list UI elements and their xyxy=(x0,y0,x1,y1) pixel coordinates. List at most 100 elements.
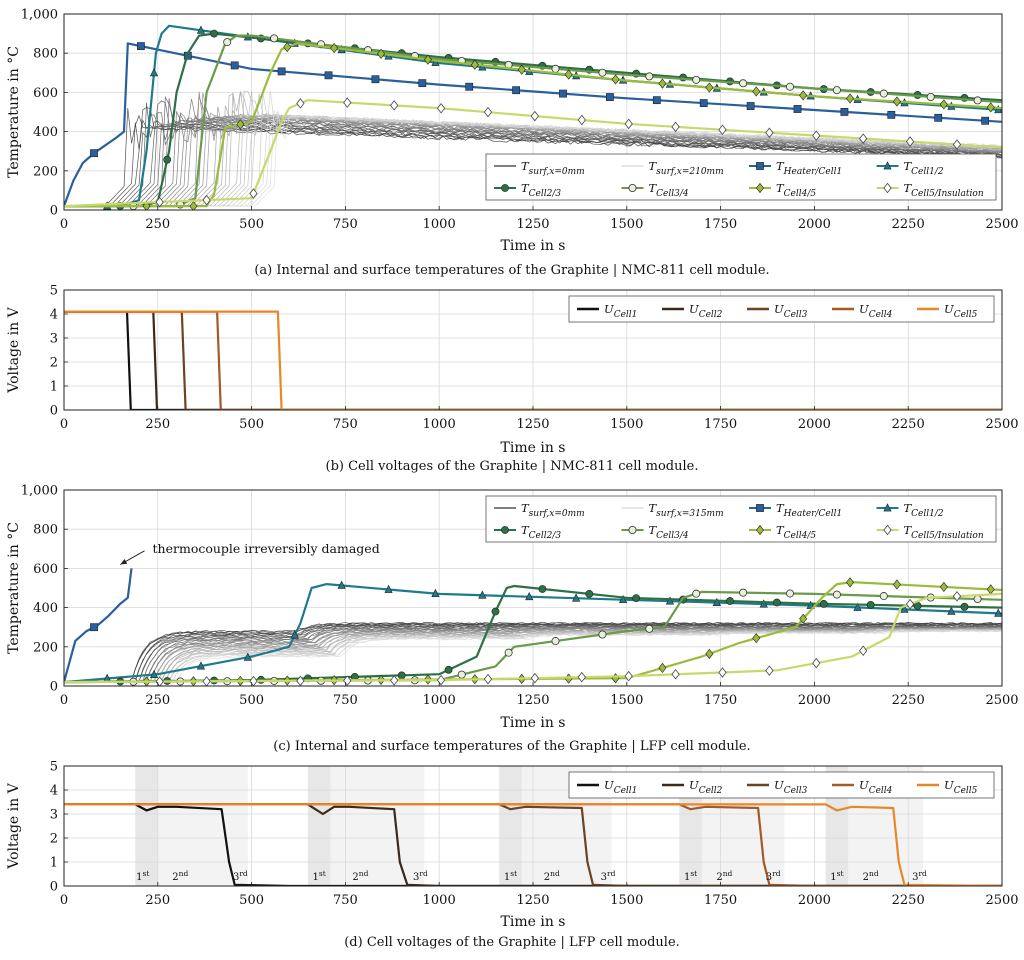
phase-label-base: 2 xyxy=(544,872,550,883)
series-marker xyxy=(853,602,862,611)
y-tick-label: 800 xyxy=(33,47,58,62)
x-tick-label: 250 xyxy=(145,217,170,232)
series-marker xyxy=(799,90,808,101)
phase-label-sup: st xyxy=(143,869,150,878)
plot-series xyxy=(64,568,1002,686)
surface-temperature-line xyxy=(64,629,1002,684)
x-tick-label: 2250 xyxy=(892,893,925,908)
series-marker xyxy=(538,585,547,593)
x-tick-label: 1000 xyxy=(423,693,456,708)
series-marker xyxy=(277,67,286,76)
phase-label: 3rd xyxy=(413,869,428,883)
series-marker xyxy=(598,630,607,639)
phase-label: 2nd xyxy=(544,869,560,883)
series-marker xyxy=(163,155,172,164)
y-axis-label: Temperature in °C xyxy=(6,522,22,654)
series-marker xyxy=(210,29,218,38)
legend-label: TCell5/Insulation xyxy=(904,181,984,199)
legend-marker xyxy=(883,524,892,536)
series-marker xyxy=(483,673,493,685)
y-tick-label: 0 xyxy=(50,204,58,219)
x-tick-label: 2250 xyxy=(892,417,925,432)
legend-marker xyxy=(628,183,637,192)
legend-label-sub: Cell4/5 xyxy=(784,189,817,199)
phase-band-dark-2 xyxy=(307,766,331,886)
legend-label-base: T xyxy=(521,523,530,537)
x-tick-label: 750 xyxy=(333,417,358,432)
series-line-tcell34 xyxy=(64,34,1002,208)
x-tick-label: 1000 xyxy=(423,893,456,908)
series-marker xyxy=(952,590,962,602)
legend-marker xyxy=(756,162,764,170)
legend-box xyxy=(485,153,997,201)
series-line-theatercell1 xyxy=(64,568,133,683)
legend-label-base: U xyxy=(689,302,699,316)
series-marker xyxy=(632,594,641,602)
series-marker xyxy=(973,594,982,603)
series-marker xyxy=(866,600,875,609)
phase-label-base: 3 xyxy=(413,872,419,883)
y-tick-label: 0 xyxy=(50,880,58,895)
series-marker xyxy=(934,113,943,122)
surface-temperature-line xyxy=(64,625,1002,683)
series-marker xyxy=(249,188,258,199)
legend-label: TCell1/2 xyxy=(904,159,944,177)
legend-marker xyxy=(628,526,637,535)
legend-label-base: T xyxy=(649,501,658,515)
series-marker xyxy=(149,669,159,678)
legend: Tsurf,x=0mm Tsurf,x=210mm THeater/Cell1 TCe… xyxy=(485,153,997,201)
legend-label-base: T xyxy=(904,181,913,195)
legend-label-sub: Heater/Cell1 xyxy=(783,509,843,519)
phase-label-sup: rd xyxy=(239,869,248,878)
legend-label: TCell4/5 xyxy=(776,523,816,541)
chart-caption: (a) Internal and surface temperatures of… xyxy=(254,263,769,278)
y-tick-label: 1 xyxy=(50,380,58,395)
y-tick-label: 0 xyxy=(50,680,58,695)
y-tick-label: 200 xyxy=(33,640,58,655)
series-marker xyxy=(525,591,534,601)
series-marker xyxy=(786,589,795,598)
series-marker xyxy=(444,665,453,674)
legend-label: THeater/Cell1 xyxy=(776,159,842,177)
series-marker xyxy=(137,42,145,51)
series-marker xyxy=(960,602,969,611)
legend-label: Tsurf,x=0mm xyxy=(521,159,585,177)
series-marker xyxy=(939,99,948,110)
legend-label: TCell2/3 xyxy=(521,181,561,199)
legend-marker xyxy=(756,182,764,194)
x-tick-label: 1500 xyxy=(610,417,643,432)
chart-caption: (d) Cell voltages of the Graphite | LFP … xyxy=(344,935,680,950)
x-tick-label: 0 xyxy=(60,217,68,232)
series-line-ucell1 xyxy=(64,803,1002,886)
y-tick-label: 1,000 xyxy=(21,484,58,499)
legend-label: TCell4/5 xyxy=(776,181,816,199)
x-tick-label: 0 xyxy=(60,693,68,708)
legend-label: Tsurf,x=315mm xyxy=(649,501,724,519)
surface-temperature-line xyxy=(64,628,1002,683)
phase-label-base: 1 xyxy=(136,872,142,883)
series-marker xyxy=(236,119,245,130)
phase-band-dark-3 xyxy=(499,766,522,886)
chart-caption: (b) Cell voltages of the Graphite | NMC-… xyxy=(326,459,699,474)
x-tick-label: 1750 xyxy=(704,693,737,708)
phase-label-sup: st xyxy=(837,869,844,878)
x-axis-label: Time in s xyxy=(501,914,566,930)
legend-label: TCell2/3 xyxy=(521,523,561,541)
y-tick-label: 600 xyxy=(33,86,58,101)
series-marker xyxy=(819,599,828,608)
series-marker xyxy=(296,675,305,686)
surface-temperature-line xyxy=(64,110,1002,207)
series-marker xyxy=(90,149,98,158)
chart-a: 0 250 500 750 1000 1250 1500 1750 2000 2250 2500 0 2… xyxy=(6,8,1019,279)
y-tick-label: 4 xyxy=(50,308,58,323)
phase-label-base: 2 xyxy=(172,872,178,883)
legend: Tsurf,x=0mm Tsurf,x=315mm THeater/Cell1 TCe… xyxy=(485,495,997,543)
legend-label-base: U xyxy=(944,778,954,792)
y-tick-label: 5 xyxy=(50,284,58,299)
series-marker xyxy=(772,598,781,607)
y-tick-label: 600 xyxy=(33,562,58,577)
x-tick-label: 2000 xyxy=(798,417,831,432)
series-marker xyxy=(699,99,708,108)
legend-label-base: T xyxy=(649,181,658,195)
chart-d: 0 250 500 750 1000 1250 1500 1750 2000 2250 2500 0 1… xyxy=(6,760,1019,951)
